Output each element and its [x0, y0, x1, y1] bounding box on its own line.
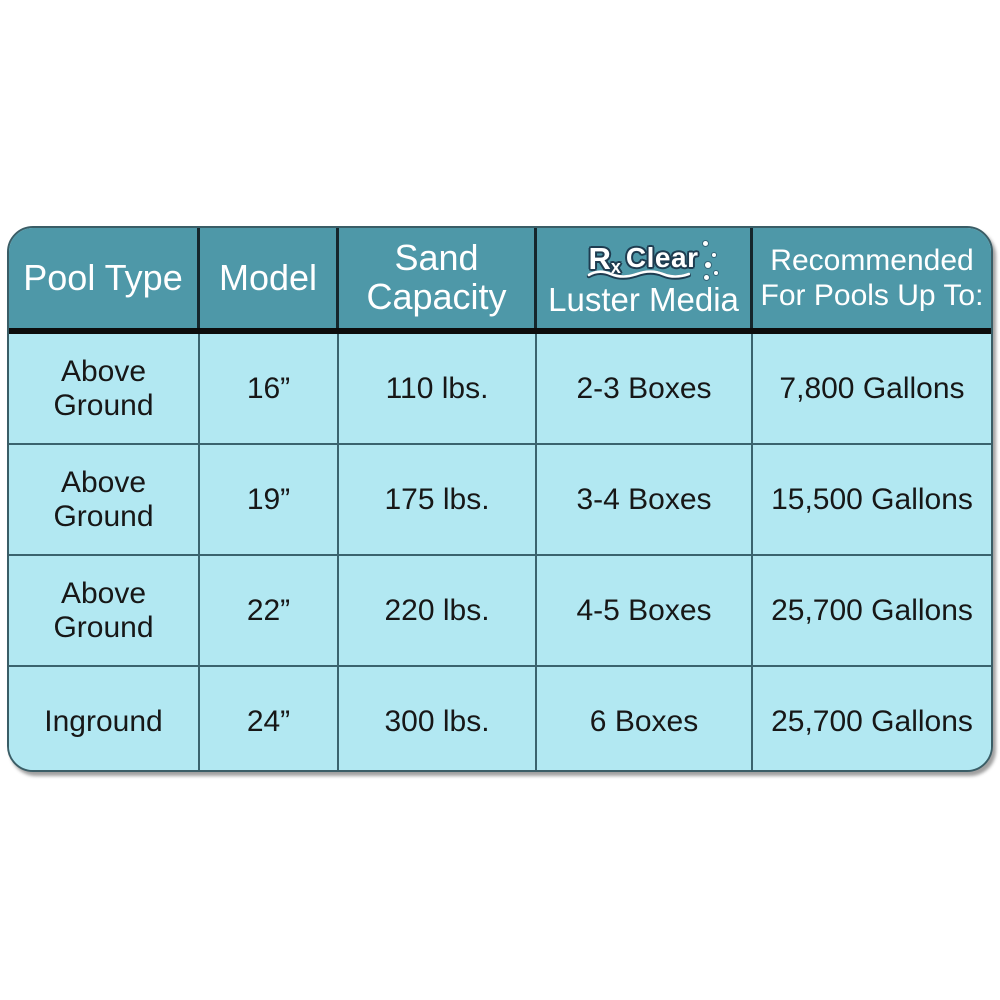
table-header-row: Pool Type Model Sand Capacity R x Clear: [9, 228, 991, 334]
cell-pool-type: Above Ground: [9, 556, 200, 665]
header-cell-recommended: Recommended For Pools Up To:: [753, 228, 991, 328]
cell-value: 25,700 Gallons: [771, 593, 973, 627]
cell-pool-type: Above Ground: [9, 334, 200, 443]
cell-sand-capacity: 300 lbs.: [339, 667, 537, 770]
rx-clear-logo: R x Clear: [587, 237, 719, 281]
bubble-dot: [712, 252, 717, 257]
logo-word-clear: Clear: [625, 241, 699, 273]
cell-luster-media: 4-5 Boxes: [537, 556, 753, 665]
header-label-pool-type: Pool Type: [23, 256, 183, 298]
bubble-dot: [704, 274, 710, 280]
cell-value: Above Ground: [53, 354, 154, 422]
cell-value: 4-5 Boxes: [576, 593, 712, 627]
cell-model: 24”: [200, 667, 339, 770]
pool-filter-spec-table: Pool Type Model Sand Capacity R x Clear: [7, 226, 993, 772]
bubble-dot: [705, 261, 712, 268]
rx-clear-logo-text: R x Clear: [587, 240, 719, 280]
logo-subscript-x: x: [610, 256, 621, 277]
wave-icon: [587, 270, 692, 280]
cell-luster-media: 2-3 Boxes: [537, 334, 753, 443]
header-cell-luster-media: R x Clear: [537, 228, 753, 328]
table-row: Above Ground 19” 175 lbs. 3-4 Boxes 15,5…: [9, 443, 991, 554]
cell-pool-type: Above Ground: [9, 445, 200, 554]
cell-value: 7,800 Gallons: [779, 371, 965, 405]
cell-model: 16”: [200, 334, 339, 443]
cell-sand-capacity: 110 lbs.: [339, 334, 537, 443]
header-label-recommended-line1: Recommended: [770, 243, 974, 277]
cell-recommended: 15,500 Gallons: [753, 445, 991, 554]
cell-luster-media: 6 Boxes: [537, 667, 753, 770]
cell-recommended: 25,700 Gallons: [753, 667, 991, 770]
header-label-sand-capacity: Sand Capacity: [366, 237, 507, 317]
header-label-recommended-line2: For Pools Up To:: [760, 279, 984, 312]
bubbles-icon: [698, 240, 720, 285]
header-cell-pool-type: Pool Type: [9, 228, 200, 328]
cell-value: Inground: [44, 704, 163, 738]
cell-value: 3-4 Boxes: [576, 482, 712, 516]
cell-pool-type: Inground: [9, 667, 200, 770]
logo-letter-r: R: [588, 240, 611, 276]
cell-value: 24”: [246, 704, 291, 738]
cell-luster-media: 3-4 Boxes: [537, 445, 753, 554]
cell-value: 300 lbs.: [384, 704, 490, 738]
cell-value: Above Ground: [53, 576, 154, 644]
header-label-model: Model: [218, 256, 318, 298]
cell-recommended: 7,800 Gallons: [753, 334, 991, 443]
cell-value: 16”: [246, 371, 291, 405]
table-row: Above Ground 22” 220 lbs. 4-5 Boxes 25,7…: [9, 554, 991, 665]
bubble-dot: [703, 240, 709, 246]
cell-value: Above Ground: [53, 465, 154, 533]
header-cell-sand-capacity: Sand Capacity: [339, 228, 537, 328]
cell-value: 6 Boxes: [589, 704, 699, 738]
table-row: Above Ground 16” 110 lbs. 2-3 Boxes 7,80…: [9, 334, 991, 443]
cell-value: 175 lbs.: [384, 482, 490, 516]
cell-value: 25,700 Gallons: [771, 704, 973, 738]
cell-value: 19”: [246, 482, 291, 516]
cell-model: 22”: [200, 556, 339, 665]
cell-value: 22”: [246, 593, 291, 627]
header-label-luster-media: Luster Media: [548, 281, 739, 319]
cell-model: 19”: [200, 445, 339, 554]
cell-sand-capacity: 220 lbs.: [339, 556, 537, 665]
header-cell-model: Model: [200, 228, 339, 328]
cell-value: 110 lbs.: [385, 371, 489, 405]
cell-value: 220 lbs.: [384, 593, 490, 627]
cell-recommended: 25,700 Gallons: [753, 556, 991, 665]
cell-value: 2-3 Boxes: [576, 371, 712, 405]
bubble-dot: [714, 270, 719, 275]
cell-sand-capacity: 175 lbs.: [339, 445, 537, 554]
cell-value: 15,500 Gallons: [771, 482, 973, 516]
table-row: Inground 24” 300 lbs. 6 Boxes 25,700 Gal…: [9, 665, 991, 770]
